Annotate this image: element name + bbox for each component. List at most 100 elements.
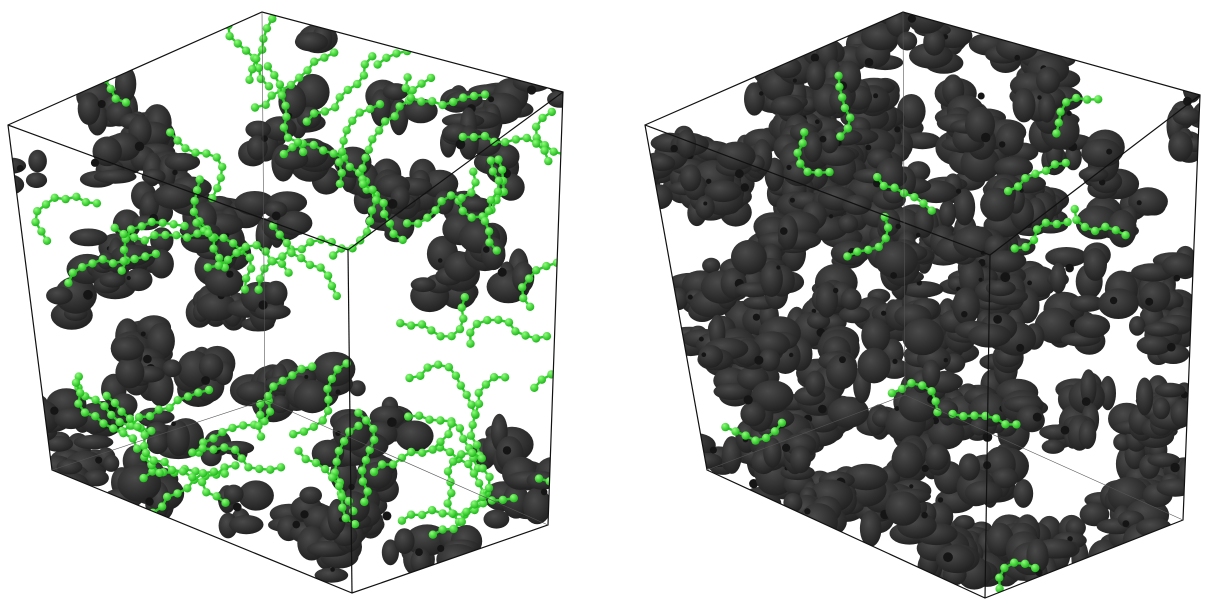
chain-atom: [159, 219, 167, 227]
chain-atom: [475, 479, 483, 487]
chain-atom: [353, 80, 361, 88]
chain-atom: [261, 247, 269, 255]
chain-atom: [457, 381, 465, 389]
chain-atom: [550, 148, 558, 156]
chain-atom: [1001, 420, 1009, 428]
chain-atom: [1063, 218, 1071, 226]
cluster-pore: [981, 133, 990, 142]
chain-atom: [498, 166, 506, 174]
chain-atom: [431, 206, 439, 214]
chain-atom: [882, 234, 890, 242]
chain-atom: [436, 332, 444, 340]
chain-atom: [224, 256, 232, 264]
chain-atom: [221, 470, 229, 478]
cluster-pore: [938, 497, 943, 502]
chain-atom: [836, 132, 844, 140]
cluster-lobe: [46, 287, 73, 305]
cluster-lobe: [959, 453, 980, 480]
molecule-chain: [466, 316, 551, 348]
chain-atom: [360, 71, 368, 79]
cluster-lobe: [78, 92, 101, 125]
chain-atom: [363, 487, 371, 495]
chain-atom: [1072, 216, 1080, 224]
cluster-pore: [916, 233, 920, 237]
cluster-lobe: [26, 172, 47, 188]
cluster-pore: [978, 93, 985, 100]
chain-atom: [254, 286, 262, 294]
chain-atom: [336, 180, 344, 188]
chain-atom: [391, 112, 399, 120]
cluster-pore: [259, 300, 268, 309]
chain-atom: [370, 468, 378, 476]
chain-atom: [375, 126, 383, 134]
cluster-pore: [790, 198, 795, 203]
chain-atom: [190, 208, 198, 216]
chain-atom: [310, 109, 318, 117]
chain-atom: [345, 427, 353, 435]
cluster-lobe: [763, 438, 781, 468]
chain-atom: [102, 53, 110, 61]
chain-atom: [268, 257, 276, 265]
chain-atom: [414, 45, 422, 53]
chain-atom: [469, 168, 477, 176]
chain-atom: [300, 427, 308, 435]
chain-atom: [138, 222, 146, 230]
chain-atom: [339, 137, 347, 145]
chain-atom: [525, 274, 533, 282]
chain-atom: [485, 227, 493, 235]
chain-atom: [219, 11, 227, 19]
chain-atom: [457, 194, 465, 202]
chain-atom: [333, 292, 341, 300]
chain-atom: [459, 207, 467, 215]
chain-atom: [217, 174, 225, 182]
chain-atom: [538, 376, 546, 384]
chain-atom: [93, 199, 101, 207]
chain-atom: [280, 150, 288, 158]
chain-atom: [213, 184, 221, 192]
cluster-lobe: [1136, 378, 1153, 416]
chain-atom: [1112, 226, 1120, 234]
chain-atom: [286, 2, 294, 10]
cluster-lobe: [57, 459, 83, 474]
chain-atom: [210, 468, 218, 476]
chain-atom: [1121, 231, 1129, 239]
chain-atom: [447, 420, 455, 428]
chain-atom: [303, 117, 311, 125]
cluster-lobe: [295, 32, 328, 51]
chain-atom: [358, 466, 366, 474]
chain-atom: [800, 128, 808, 136]
chain-atom: [571, 444, 579, 452]
chain-atom: [252, 241, 260, 249]
chain-atom: [231, 446, 239, 454]
chain-atom: [188, 448, 196, 456]
chain-atom: [118, 267, 126, 275]
cluster-lobe: [1013, 88, 1036, 122]
chain-atom: [215, 261, 223, 269]
chain-atom: [198, 478, 206, 486]
chain-atom: [458, 304, 466, 312]
cluster-lobe: [0, 171, 6, 198]
cluster-lobe: [1128, 537, 1147, 571]
chain-atom: [438, 525, 446, 533]
chain-atom: [570, 455, 578, 463]
cluster-pore: [1015, 55, 1021, 61]
chain-atom: [87, 39, 95, 47]
chain-atom: [248, 65, 256, 73]
chain-atom: [449, 98, 457, 106]
chain-atom: [82, 198, 90, 206]
cluster-lobe: [111, 337, 144, 361]
chain-atom: [340, 437, 348, 445]
chain-atom: [731, 427, 739, 435]
chain-atom: [359, 180, 367, 188]
cluster-pore: [1000, 272, 1010, 282]
chain-atom: [505, 318, 513, 326]
cluster-lobe: [1098, 288, 1139, 319]
chain-atom: [558, 228, 566, 236]
cluster-lobe: [968, 324, 1011, 348]
chain-atom: [330, 48, 338, 56]
chain-atom: [349, 507, 357, 515]
cluster-pore: [1033, 413, 1042, 422]
chain-atom: [567, 363, 575, 371]
cluster-lobe: [1136, 518, 1172, 538]
chain-atom: [362, 416, 370, 424]
